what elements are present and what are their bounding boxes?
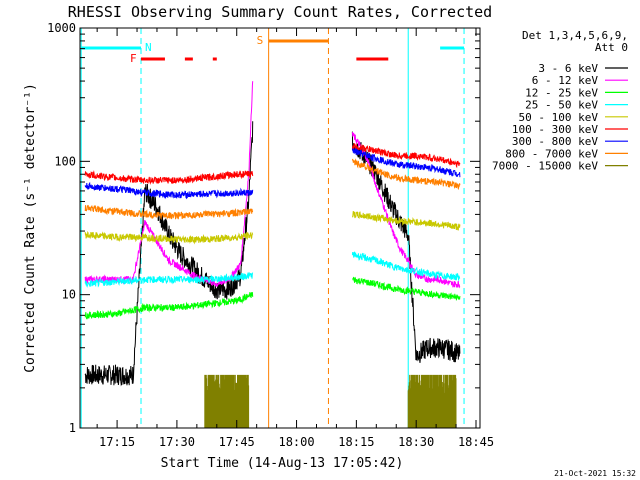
x-tick-label-2: 17:30 (159, 435, 195, 449)
chart-title: RHESSI Observing Summary Count Rates, Co… (68, 3, 492, 21)
series-800-7000-kev-segment-2 (351, 158, 461, 191)
series-25-50-kev-segment-2 (351, 251, 461, 281)
x-axis-label: Start Time (14-Aug-13 17:05:42) (161, 456, 404, 471)
series-50-100-kev-segment-1 (84, 231, 254, 245)
y-tick-label-2: 10 (62, 288, 76, 302)
series-6-12-kev-segment-1 (84, 81, 254, 287)
legend-label-2: 6 - 12 keV (532, 74, 599, 87)
flag-f-label: F (130, 52, 137, 65)
series-25-50-kev-segment-1 (84, 271, 254, 288)
x-tick-label-7: 18:45 (458, 435, 494, 449)
x-tick-label-3: 17:45 (219, 435, 255, 449)
series-50-100-kev-segment-2 (351, 211, 461, 231)
series-3-6-kev-segment-1 (84, 121, 254, 387)
x-tick-label-6: 18:30 (398, 435, 434, 449)
legend-label-7: 300 - 800 keV (512, 135, 598, 148)
y-axis-label: Corrected Count Rate (s⁻¹ detector⁻¹) (23, 83, 38, 373)
series-3-6-kev-segment-2 (351, 131, 461, 363)
legend-label-4: 25 - 50 keV (525, 99, 598, 112)
legend-label-1: 3 - 6 keV (538, 62, 598, 75)
legend-header-line-2: Att 0 (595, 41, 628, 54)
x-tick-label-1: 17:15 (99, 435, 135, 449)
series-100-300-kev-segment-2 (351, 142, 461, 169)
legend-header-line-1: Det 1,3,4,5,6,9, (522, 29, 628, 42)
x-tick-label-5: 18:15 (338, 435, 374, 449)
flag-n-label: N (145, 41, 152, 54)
timestamp: 21-Oct-2021 15:32 (554, 469, 636, 478)
series-7000-15000-kev-burst-2 (407, 374, 457, 428)
series-12-25-kev-segment-1 (84, 292, 254, 320)
series-12-25-kev-segment-2 (352, 276, 461, 301)
legend-label-5: 50 - 100 keV (519, 111, 599, 124)
series-7000-15000-kev-burst-1 (204, 374, 250, 428)
axes-frame (79, 27, 481, 429)
axes: 17:15 17:30 17:45 18:00 18:15 18:30 18:45 1 10 10… (47, 21, 494, 449)
legend-label-9: 7000 - 15000 keV (492, 160, 598, 173)
legend-label-8: 800 - 7000 keV (505, 147, 598, 160)
y-tick-label-4: 1000 (47, 21, 76, 35)
flag-s-label: S (257, 34, 264, 47)
y-tick-label-3: 100 (54, 154, 76, 168)
series-300-800-kev-segment-2 (351, 148, 461, 178)
y-tick-label-1: 1 (69, 421, 76, 435)
series-300-800-kev-segment-1 (84, 181, 254, 200)
plot-area: NF S (80, 28, 465, 428)
legend-label-3: 12 - 25 keV (525, 86, 598, 99)
x-tick-label-4: 18:00 (278, 435, 314, 449)
legend-label-6: 100 - 300 keV (512, 123, 598, 136)
series-100-300-kev-segment-1 (84, 170, 254, 185)
series-800-7000-kev-segment-1 (84, 204, 254, 220)
